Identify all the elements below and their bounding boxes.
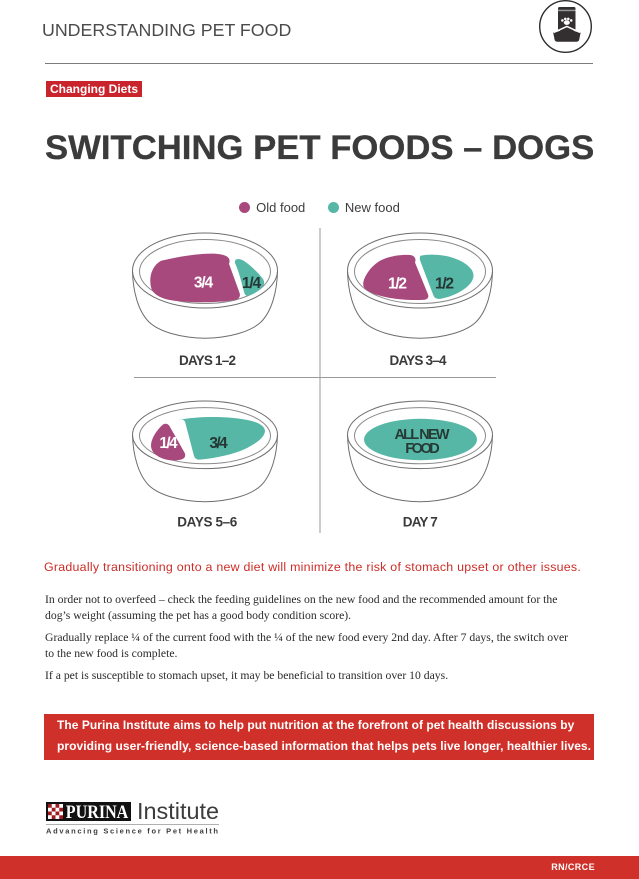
svg-text:FOOD: FOOD bbox=[405, 441, 440, 457]
svg-text:1/2: 1/2 bbox=[435, 276, 454, 293]
svg-text:DAYS 3–4: DAYS 3–4 bbox=[390, 353, 447, 368]
svg-text:Institute: Institute bbox=[137, 799, 219, 824]
svg-text:DAY 7: DAY 7 bbox=[403, 514, 438, 529]
svg-text:3/4: 3/4 bbox=[209, 435, 228, 452]
svg-text:DAYS 5–6: DAYS 5–6 bbox=[177, 514, 237, 529]
svg-text:1/4: 1/4 bbox=[242, 275, 262, 292]
svg-text:PURINA: PURINA bbox=[66, 803, 129, 823]
svg-text:DAYS 1–2: DAYS 1–2 bbox=[179, 353, 236, 368]
svg-text:1/4: 1/4 bbox=[159, 435, 178, 452]
svg-text:1/2: 1/2 bbox=[388, 276, 407, 293]
svg-text:Advancing Science for Pet Heal: Advancing Science for Pet Health bbox=[46, 827, 218, 836]
svg-text:3/4: 3/4 bbox=[194, 275, 214, 292]
svg-text:ALL NEW: ALL NEW bbox=[395, 427, 450, 443]
